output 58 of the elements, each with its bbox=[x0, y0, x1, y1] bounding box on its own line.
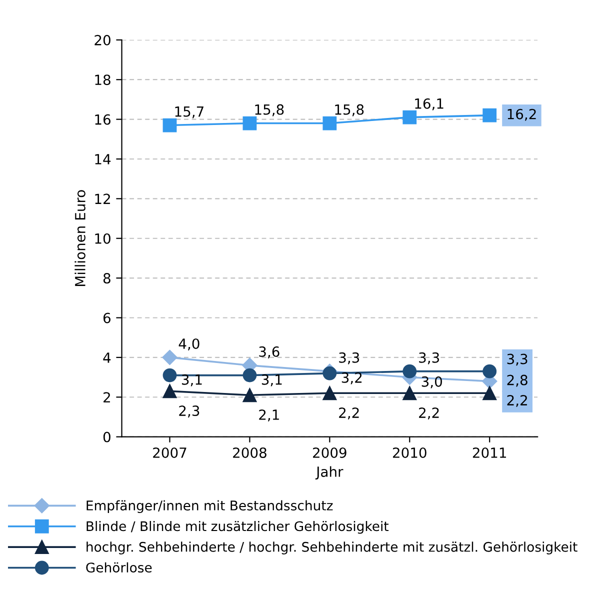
point bbox=[162, 384, 177, 398]
point bbox=[482, 364, 497, 378]
data-label: 2,2 bbox=[339, 408, 359, 420]
data-label: 15,7 bbox=[175, 106, 204, 118]
data-label: 3,1 bbox=[182, 374, 202, 386]
y-tick-label: 12 bbox=[95, 194, 110, 204]
x-tick-label: 2010 bbox=[392, 447, 426, 458]
data-label: 3,0 bbox=[422, 376, 442, 388]
point bbox=[322, 366, 337, 380]
point bbox=[482, 108, 497, 122]
data-label: 3,3 bbox=[339, 352, 360, 364]
x-tick-label: 2009 bbox=[313, 447, 346, 458]
point bbox=[162, 350, 178, 366]
x-tick-label: 2008 bbox=[233, 447, 266, 458]
legend-label: Gehörlose bbox=[86, 562, 152, 573]
x-tick-label: 2007 bbox=[153, 447, 186, 458]
data-label: 16,1 bbox=[415, 98, 444, 110]
point bbox=[322, 386, 337, 400]
data-label: 16,2 bbox=[508, 108, 536, 121]
y-tick-label: 0 bbox=[103, 432, 110, 442]
y-tick-label: 2 bbox=[104, 392, 110, 402]
data-label: 2,3 bbox=[179, 406, 200, 418]
y-tick-label: 4 bbox=[103, 352, 111, 363]
data-label: 2,2 bbox=[507, 395, 527, 407]
point bbox=[482, 386, 497, 400]
point bbox=[402, 364, 417, 378]
legend-label: hochgr. Sehbehinderte / hochgr. Sehbehinderte mit zusätzl. Gehörlosigkeit bbox=[86, 542, 578, 554]
y-tick-label: 16 bbox=[95, 114, 110, 125]
data-label: 2,8 bbox=[507, 374, 528, 387]
point bbox=[242, 388, 257, 402]
legend-label: Empfänger/innen mit Bestandsschutz bbox=[86, 500, 333, 514]
data-label: 4,0 bbox=[178, 338, 200, 350]
y-tick-label: 10 bbox=[95, 233, 110, 244]
x-axis-title: Jahr bbox=[315, 466, 344, 480]
data-label: 2,2 bbox=[419, 408, 439, 420]
data-label: 2,1 bbox=[259, 409, 279, 422]
data-label: 3,2 bbox=[342, 372, 362, 384]
point bbox=[242, 368, 257, 382]
legend-label: Blinde / Blinde mit zusätzlicher Gehörlosigkeit bbox=[86, 520, 389, 534]
point bbox=[242, 116, 257, 130]
x-tick-label: 2011 bbox=[472, 447, 506, 458]
y-tick-label: 6 bbox=[103, 312, 110, 324]
y-tick-label: 20 bbox=[94, 34, 110, 46]
data-label: 3,6 bbox=[259, 346, 280, 358]
y-tick-label: 14 bbox=[95, 154, 111, 164]
data-label: 15,8 bbox=[255, 104, 284, 116]
point bbox=[402, 386, 417, 400]
point bbox=[162, 118, 177, 132]
point bbox=[322, 116, 337, 130]
point bbox=[162, 368, 177, 382]
data-label: 3,3 bbox=[419, 352, 440, 364]
data-label: 3,1 bbox=[262, 374, 282, 386]
y-tick-label: 8 bbox=[103, 273, 110, 284]
data-label: 15,8 bbox=[335, 104, 364, 116]
data-label: 3,3 bbox=[507, 354, 528, 366]
point bbox=[402, 110, 417, 124]
y-tick-label: 18 bbox=[95, 74, 110, 86]
y-axis-title: Millionen Euro bbox=[74, 190, 86, 286]
